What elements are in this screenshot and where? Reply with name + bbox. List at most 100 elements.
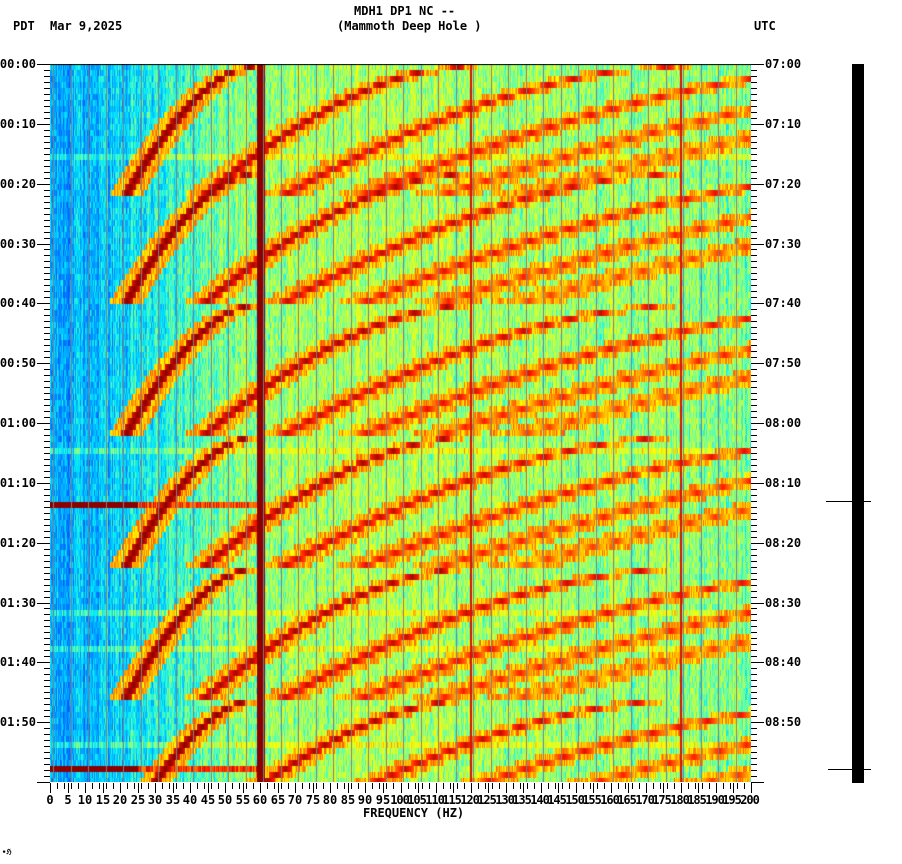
y-tick-left	[44, 285, 50, 286]
y-tick-left	[44, 740, 50, 741]
y-tick-left	[44, 734, 50, 735]
x-tick	[281, 783, 282, 789]
x-label: 190	[705, 793, 725, 807]
y-tick-left	[37, 303, 50, 304]
y-tick-left	[44, 375, 50, 376]
y-tick-right	[751, 447, 757, 448]
x-tick	[625, 783, 626, 789]
x-tick	[653, 783, 654, 789]
x-tick	[148, 783, 149, 789]
x-tick	[246, 783, 247, 789]
y-tick-right	[751, 752, 757, 753]
x-label: 0	[46, 793, 54, 807]
y-tick-right	[751, 285, 757, 286]
x-label: 110	[425, 793, 445, 807]
y-tick-right	[751, 435, 757, 436]
x-tick	[113, 783, 114, 789]
y-tick-left	[44, 573, 50, 574]
x-label: 155	[582, 793, 602, 807]
y-tick-left	[44, 393, 50, 394]
x-label: 175	[652, 793, 672, 807]
y-tick-left	[44, 249, 50, 250]
y-tick-left	[44, 668, 50, 669]
x-tick	[443, 783, 444, 789]
y-tick-left	[44, 267, 50, 268]
y-tick-left	[44, 746, 50, 747]
y-tick-left	[44, 591, 50, 592]
y-tick-right	[751, 417, 757, 418]
y-tick-right	[751, 249, 757, 250]
y-tick-right	[751, 387, 757, 388]
y-tick-right	[751, 776, 757, 777]
y-tick-left	[44, 148, 50, 149]
y-tick-right	[751, 650, 757, 651]
y-tick-right	[751, 381, 757, 382]
y-tick-right	[751, 178, 757, 179]
y-tick-left	[44, 142, 50, 143]
x-label: 50	[217, 793, 233, 807]
y-tick-right	[751, 363, 764, 364]
y-tick-right	[751, 614, 757, 615]
y-tick-left	[44, 220, 50, 221]
y-tick-right	[751, 160, 757, 161]
y-tick-right	[751, 459, 757, 460]
x-tick	[344, 783, 345, 789]
x-label: 130	[495, 793, 515, 807]
x-tick	[534, 783, 535, 789]
x-tick	[218, 783, 219, 789]
y-tick-right	[751, 722, 764, 723]
y-tick-right	[751, 591, 757, 592]
x-label: 90	[357, 793, 373, 807]
y-tick-right	[751, 142, 757, 143]
x-tick	[478, 783, 479, 789]
x-tick	[716, 783, 717, 793]
x-tick	[457, 783, 458, 789]
y-label-right: 07:00	[765, 57, 802, 71]
x-tick	[155, 783, 156, 793]
y-tick-left	[44, 537, 50, 538]
y-tick-right	[751, 64, 764, 65]
x-label: 55	[235, 793, 251, 807]
y-tick-left	[44, 608, 50, 609]
y-tick-left	[44, 118, 50, 119]
y-tick-left	[44, 339, 50, 340]
y-tick-left	[44, 88, 50, 89]
x-tick	[260, 783, 261, 793]
x-tick	[365, 783, 366, 793]
y-tick-right	[751, 100, 757, 101]
x-tick	[429, 783, 430, 789]
y-tick-left	[44, 489, 50, 490]
x-tick	[632, 783, 633, 789]
y-tick-right	[751, 519, 757, 520]
y-tick-right	[751, 291, 757, 292]
x-tick	[103, 783, 104, 793]
x-tick	[243, 783, 244, 793]
y-label-right: 08:00	[765, 416, 802, 430]
y-tick-left	[44, 585, 50, 586]
x-label: 125	[477, 793, 497, 807]
y-tick-right	[751, 279, 757, 280]
x-tick	[499, 783, 500, 789]
y-tick-left	[44, 202, 50, 203]
x-tick	[68, 783, 69, 793]
x-tick	[267, 783, 268, 789]
y-tick-left	[44, 100, 50, 101]
x-label: 170	[635, 793, 655, 807]
x-tick	[173, 783, 174, 793]
y-tick-left	[44, 441, 50, 442]
y-tick-right	[751, 220, 757, 221]
y-tick-right	[751, 333, 757, 334]
y-tick-left	[44, 327, 50, 328]
x-tick	[78, 783, 79, 789]
y-tick-right	[751, 321, 757, 322]
y-tick-right	[751, 130, 757, 131]
y-label-right: 07:50	[765, 356, 802, 370]
x-tick	[639, 783, 640, 789]
y-tick-right	[751, 758, 757, 759]
y-tick-left	[44, 728, 50, 729]
y-tick-left	[44, 471, 50, 472]
y-tick-right	[751, 698, 757, 699]
x-tick	[618, 783, 619, 789]
x-tick	[225, 783, 226, 793]
y-tick-left	[44, 76, 50, 77]
